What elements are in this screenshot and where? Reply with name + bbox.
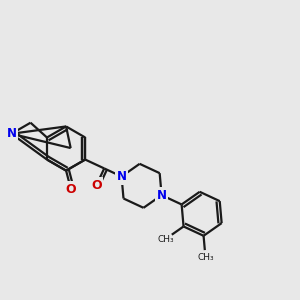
Text: O: O <box>91 179 102 192</box>
Text: CH₃: CH₃ <box>157 235 174 244</box>
Text: N: N <box>157 189 166 202</box>
Text: N: N <box>117 170 127 183</box>
Text: N: N <box>6 127 16 140</box>
Text: CH₃: CH₃ <box>197 253 214 262</box>
Text: O: O <box>66 183 76 196</box>
